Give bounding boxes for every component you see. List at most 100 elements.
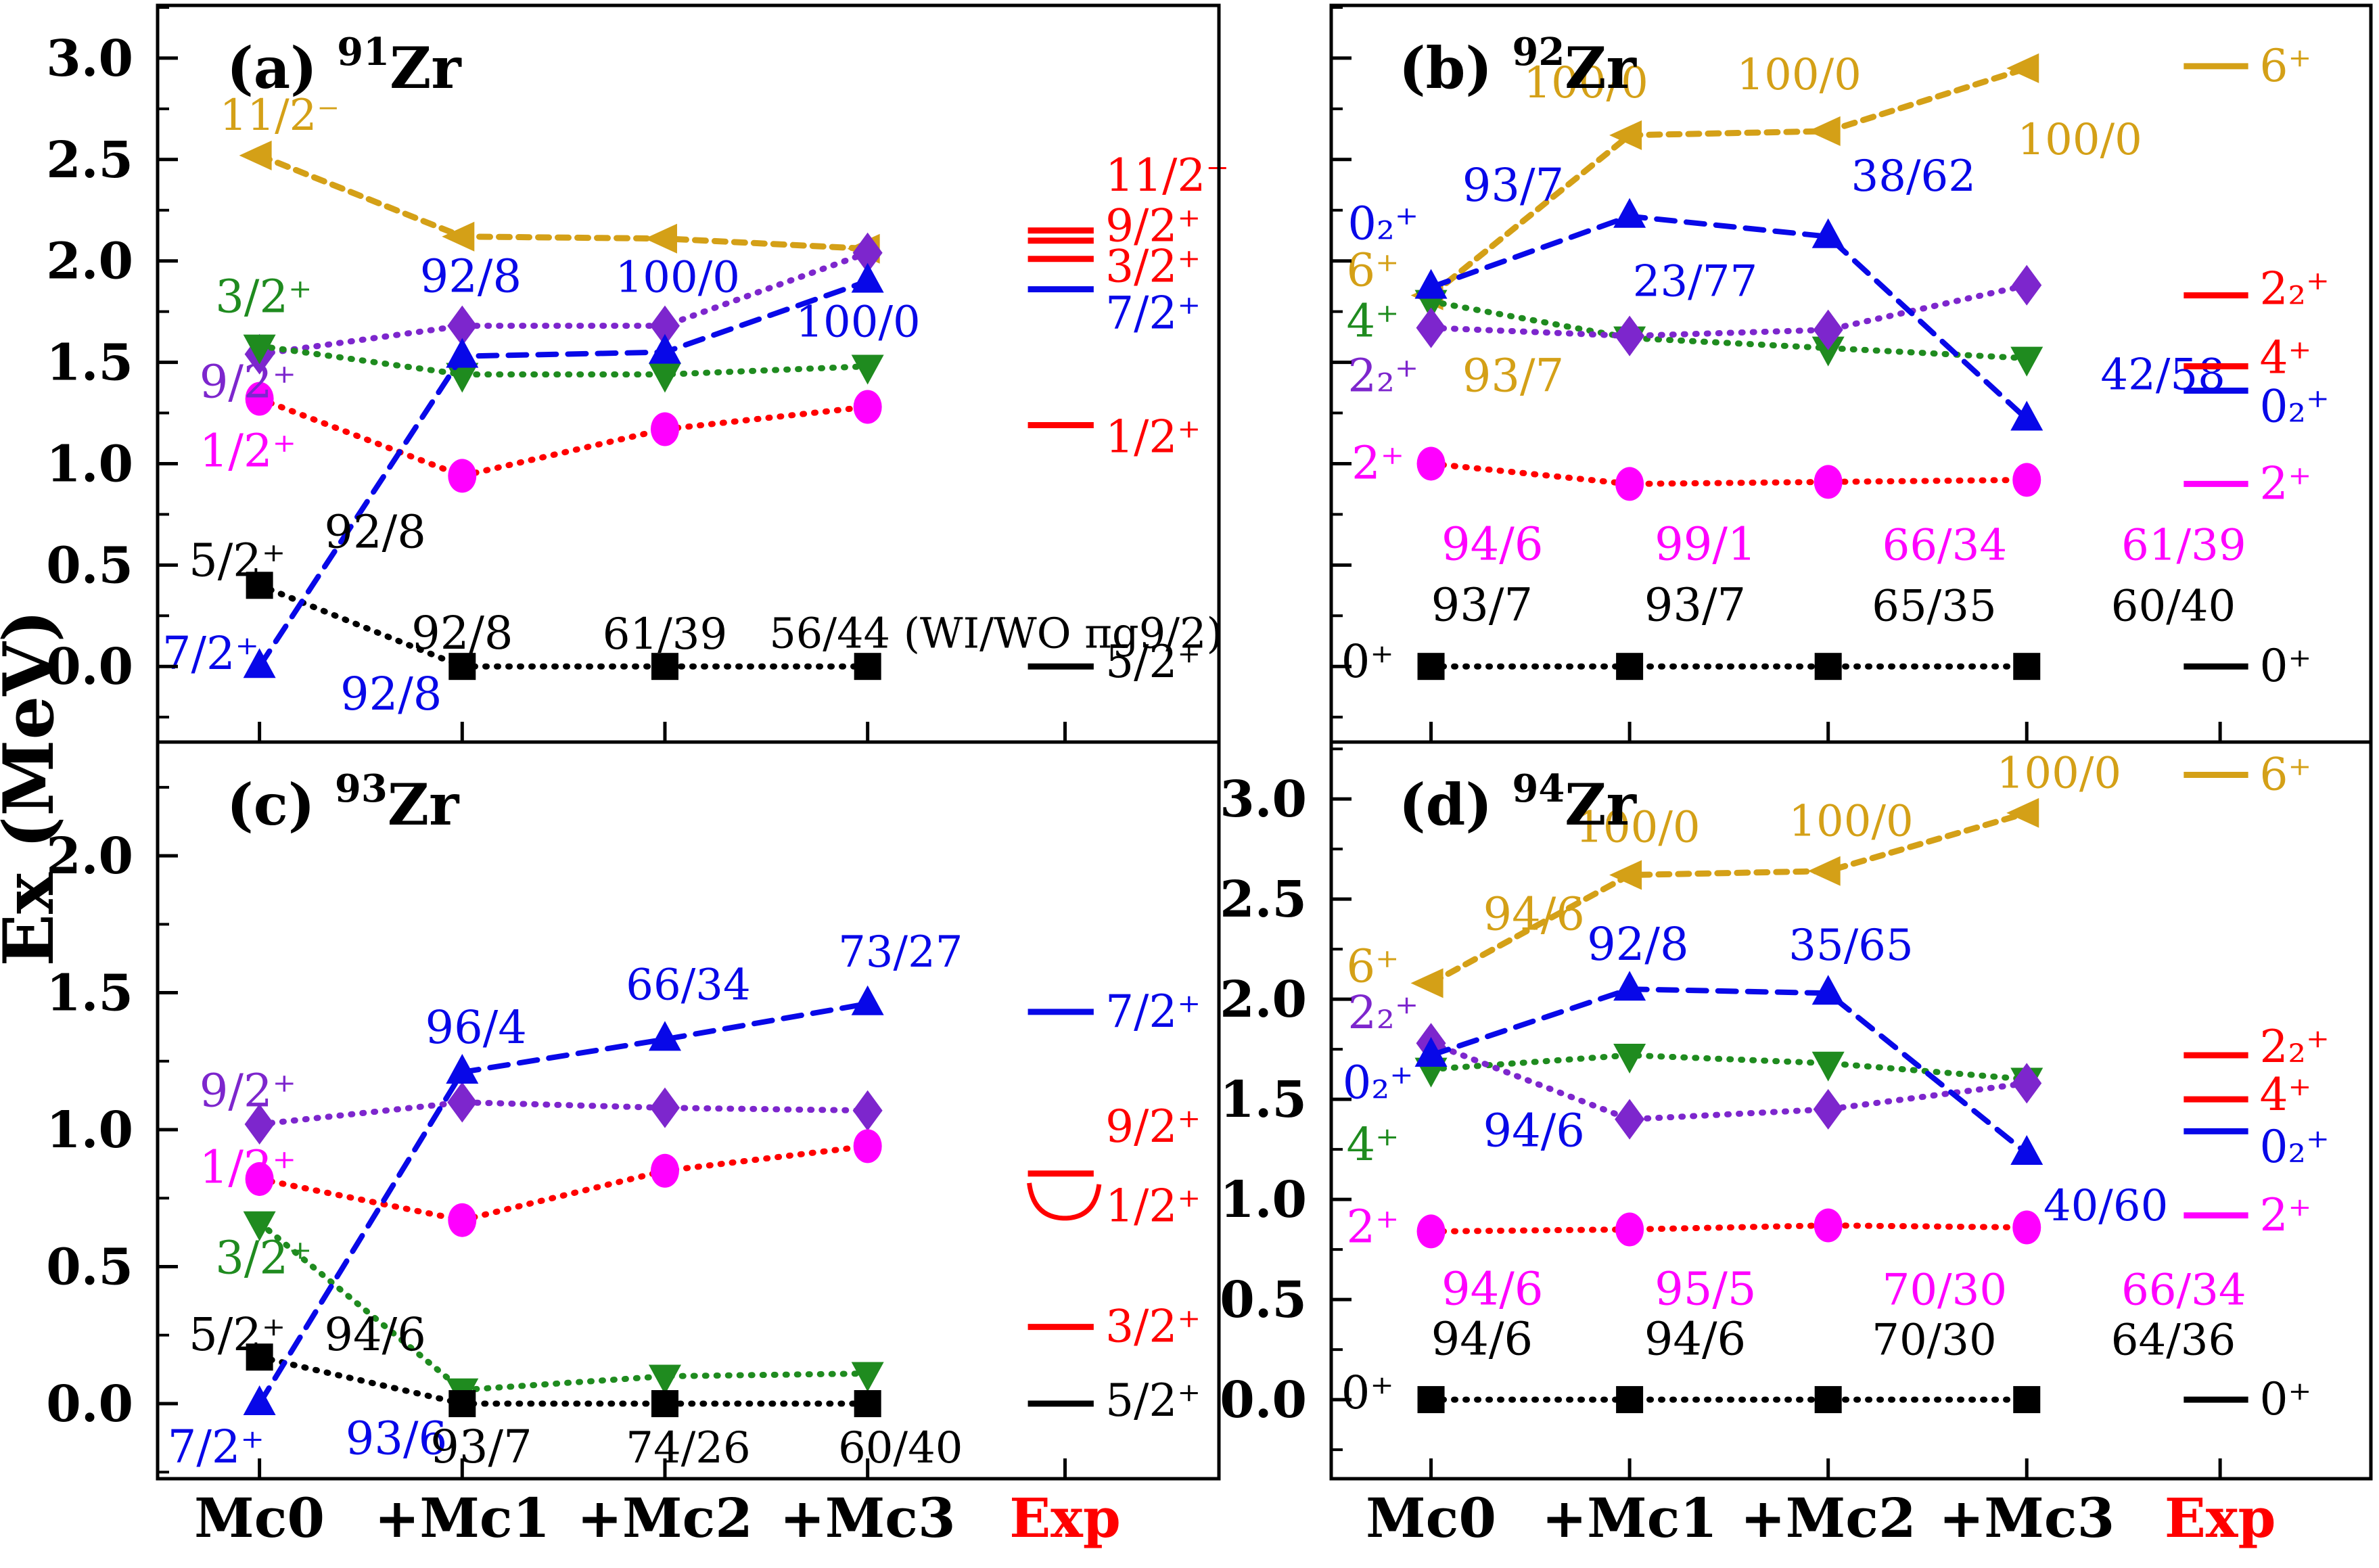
panel-title: (d) 94Zr bbox=[1399, 766, 1638, 838]
series-line-a-9/2+ bbox=[256, 250, 871, 358]
exp-level-label: 6⁺ bbox=[2260, 40, 2312, 92]
marker-up-triangle-c-7/2+ bbox=[446, 1054, 479, 1084]
annotation-label: 3/2⁺ bbox=[215, 1231, 312, 1284]
x-tick-label-+Mc2: +Mc2 bbox=[1740, 1486, 1916, 1550]
annotation-label: 94/6 bbox=[1441, 517, 1543, 570]
exp-level-label: 9/2⁺ bbox=[1105, 200, 1201, 252]
marker-up-triangle-c-7/2+ bbox=[243, 1385, 276, 1416]
series-line-a-1/2+ bbox=[256, 396, 871, 480]
y-tick-label: 1.5 bbox=[46, 965, 133, 1023]
annotation-label: 94/6 bbox=[324, 1308, 425, 1361]
exp-level-label: 3/2⁺ bbox=[1105, 241, 1201, 293]
x-tick-label-+Mc3: +Mc3 bbox=[1939, 1486, 2115, 1550]
marker-diamond-d-2_2+ bbox=[1615, 1099, 1645, 1140]
annotation-label: 100/0 bbox=[1788, 797, 1913, 847]
marker-circle-c-1/2+ bbox=[853, 1129, 882, 1163]
y-tick-label: 3.0 bbox=[46, 30, 133, 88]
annotation-label: 92/8 bbox=[420, 250, 522, 303]
marker-left-triangle-d-6+ bbox=[1807, 856, 1841, 886]
y-tick-label: 2.5 bbox=[46, 131, 133, 189]
series-line-a-11/2- bbox=[256, 152, 871, 252]
marker-circle-d-2+ bbox=[1416, 1214, 1446, 1249]
marker-down-triangle-a-3/2+ bbox=[851, 354, 884, 385]
marker-circle-b-2+ bbox=[1814, 465, 1843, 499]
exp-level-label: 2⁺ bbox=[2260, 457, 2312, 509]
x-tick-label-Mc0: Mc0 bbox=[194, 1486, 325, 1550]
marker-square-b-0+ bbox=[2013, 653, 2041, 681]
marker-diamond-a-9/2+ bbox=[649, 305, 680, 346]
marker-up-triangle-b-0_2+ bbox=[1414, 269, 1448, 299]
panel-title: (c) 93Zr bbox=[227, 766, 460, 838]
exp-level-label: 1/2⁺ bbox=[1105, 411, 1201, 463]
series-line-c-5/2+ bbox=[256, 1354, 871, 1407]
series-line-c-7/2+ bbox=[256, 1000, 871, 1407]
annotation-label: 92/8 bbox=[324, 505, 425, 558]
series-line-d-2_2+ bbox=[1428, 1040, 2030, 1123]
exp-level-label: 3/2⁺ bbox=[1105, 1301, 1201, 1353]
y-tick-label: 0.0 bbox=[1220, 1371, 1307, 1429]
marker-circle-a-1/2+ bbox=[853, 390, 882, 424]
marker-left-triangle-b-6+ bbox=[2006, 53, 2039, 83]
marker-down-triangle-c-3/2+ bbox=[851, 1362, 884, 1392]
annotation-label: 94/6 bbox=[1644, 1312, 1746, 1365]
series-line-c-9/2+ bbox=[256, 1099, 871, 1128]
marker-square-c-5/2+ bbox=[246, 1343, 273, 1371]
y-tick-label: 2.0 bbox=[46, 827, 133, 885]
exp-level-label: 11/2⁻ bbox=[1105, 149, 1229, 202]
y-tick-label: 2.0 bbox=[46, 233, 133, 291]
marker-down-triangle-b-4+ bbox=[1811, 336, 1845, 367]
annotation-label: 6⁺ bbox=[1346, 244, 1399, 297]
annotation-label: 2⁺ bbox=[1352, 436, 1404, 489]
annotation-label: 2₂⁺ bbox=[1347, 986, 1418, 1039]
panel-frame bbox=[156, 740, 1221, 1481]
marker-down-triangle-d-4+ bbox=[1613, 1043, 1646, 1074]
exp-level-label: 2₂⁺ bbox=[2260, 1021, 2330, 1073]
marker-down-triangle-a-3/2+ bbox=[446, 363, 479, 393]
series-line-d-2+ bbox=[1428, 1222, 2030, 1235]
marker-up-triangle-d-0_2+ bbox=[2010, 1134, 2043, 1165]
series-line-b-4+ bbox=[1428, 298, 2030, 362]
marker-left-triangle-a-11/2- bbox=[239, 140, 272, 170]
x-tick-label-exp: Exp bbox=[2165, 1486, 2276, 1550]
annotation-label: 100/0 bbox=[1997, 749, 2121, 799]
annotation-label: 6⁺ bbox=[1346, 940, 1399, 993]
annotation-label: 70/30 bbox=[1872, 1315, 1996, 1365]
annotation-label: 93/7 bbox=[1462, 350, 1564, 402]
marker-down-triangle-b-4+ bbox=[2010, 346, 2043, 377]
marker-square-d-0+ bbox=[1417, 1386, 1445, 1414]
series-line-c-1/2+ bbox=[256, 1143, 871, 1224]
annotation-label: 23/77 bbox=[1633, 257, 1757, 307]
annotation-label: 92/8 bbox=[411, 607, 513, 660]
annotation-label: 5/2⁺ bbox=[189, 534, 285, 586]
annotation-label: 93/7 bbox=[1462, 159, 1564, 212]
annotation-label: 0⁺ bbox=[1341, 635, 1394, 688]
y-tick-label: 1.0 bbox=[1220, 1171, 1307, 1229]
annotation-label: 93/7 bbox=[1431, 578, 1533, 631]
annotation-label: 94/6 bbox=[1483, 1104, 1584, 1157]
y-tick-label: 0.5 bbox=[1220, 1271, 1307, 1329]
y-tick-label: 1.5 bbox=[46, 334, 133, 392]
annotation-label: 95/5 bbox=[1655, 1262, 1756, 1315]
annotation-label: 100/0 bbox=[1523, 58, 1648, 108]
marker-left-triangle-b-6+ bbox=[1807, 116, 1841, 146]
marker-diamond-b-2_2+ bbox=[1615, 315, 1645, 356]
marker-square-c-5/2+ bbox=[854, 1390, 881, 1418]
marker-diamond-b-2_2+ bbox=[1416, 307, 1446, 348]
marker-diamond-d-2_2+ bbox=[1813, 1088, 1843, 1130]
series-line-b-2+ bbox=[1428, 460, 2030, 487]
exp-level-label: 4⁺ bbox=[2260, 1069, 2312, 1121]
annotation-label: 74/26 bbox=[626, 1423, 750, 1473]
annotation-label: 2⁺ bbox=[1346, 1201, 1399, 1253]
panel-frame bbox=[1329, 740, 2373, 1481]
annotation-label: 93/7 bbox=[1644, 578, 1746, 631]
marker-up-triangle-d-0_2+ bbox=[1613, 971, 1646, 1001]
annotation-label: 64/36 bbox=[2111, 1315, 2236, 1365]
marker-square-c-5/2+ bbox=[651, 1390, 678, 1418]
x-tick-label-+Mc2: +Mc2 bbox=[577, 1486, 753, 1550]
marker-square-d-0+ bbox=[1814, 1386, 1842, 1414]
annotation-label: 66/34 bbox=[626, 960, 750, 1010]
marker-circle-d-2+ bbox=[1814, 1208, 1843, 1243]
annotation-label: 94/6 bbox=[1431, 1312, 1533, 1365]
